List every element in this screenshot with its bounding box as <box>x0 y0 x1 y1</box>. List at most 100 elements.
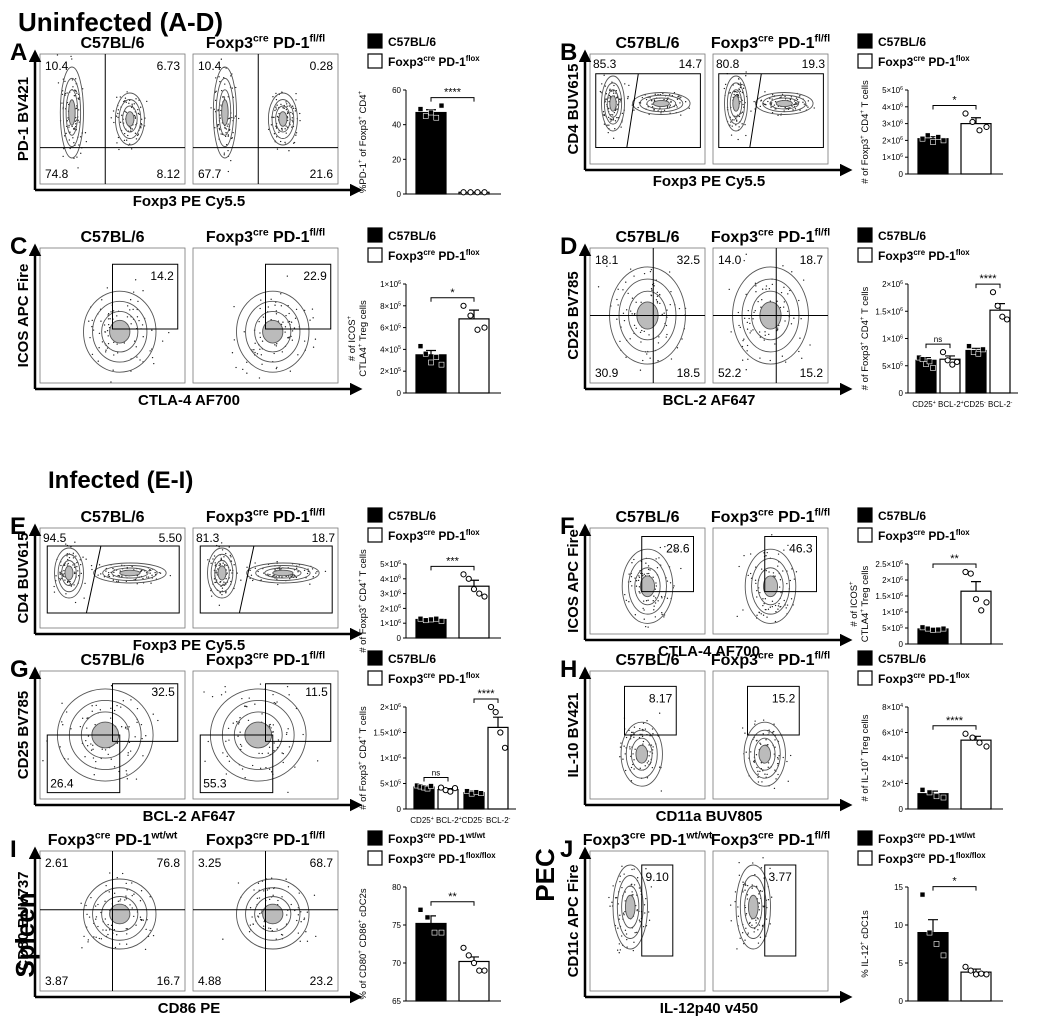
error-bar <box>971 581 981 592</box>
density-contour <box>616 875 644 939</box>
legend-swatch <box>367 830 383 846</box>
text-part: C57BL/6 <box>878 652 926 666</box>
text-part: 8×10 <box>882 703 901 712</box>
legend-swatch <box>857 830 873 846</box>
text-part: PD-1 <box>435 832 466 846</box>
text-part: Foxp3 <box>388 832 424 846</box>
superscript: 6 <box>398 619 401 625</box>
density-contour <box>275 105 291 133</box>
text-part: T cells <box>860 286 871 316</box>
density-contour <box>83 878 157 950</box>
data-point <box>969 118 976 126</box>
density-contour <box>236 290 310 373</box>
text-part: C57BL/6 <box>80 229 144 246</box>
data-point <box>924 132 931 139</box>
text-part: Foxp3 <box>878 55 914 69</box>
superscript: fl/fl <box>815 34 831 45</box>
density-contour <box>111 567 149 579</box>
plot-title: C57BL/6 <box>80 652 144 669</box>
superscript: wt/wt <box>685 831 713 842</box>
density-contour <box>255 565 311 581</box>
text-part: C57BL/6 <box>80 509 144 526</box>
plot-title: C57BL/6 <box>615 652 679 669</box>
x-axis-label: CD11a BUV805 <box>656 808 763 825</box>
data-point <box>451 784 459 792</box>
y-tick-label: 2×105 <box>380 367 401 376</box>
text-part: % IL-12 <box>860 945 871 978</box>
superscript: + <box>357 91 364 95</box>
error-bar <box>971 117 981 124</box>
data-point <box>949 361 956 368</box>
y-tick-label: 80 <box>392 883 401 892</box>
gate-percentage: 3.25 <box>198 856 222 870</box>
data-point <box>953 358 961 366</box>
text-part: cDC2s <box>358 888 369 919</box>
panel-letter: I <box>10 836 17 863</box>
data-point <box>447 788 454 795</box>
significance-bracket <box>932 886 977 891</box>
gate-percentage: 32.5 <box>151 685 175 699</box>
text-part: 4×10 <box>882 103 901 112</box>
density-contour <box>102 565 158 581</box>
y-axis-label: # of ICOS+ <box>346 315 358 361</box>
text-part: PD-1 <box>435 249 466 263</box>
text-part: PD-1 <box>435 55 466 69</box>
density-contour <box>254 896 292 932</box>
density-contour <box>753 737 776 771</box>
gate-percentage: 74.8 <box>45 167 69 181</box>
superscript: 6 <box>398 280 401 286</box>
plot-title: Foxp3cre PD-1fl/fl <box>206 34 325 52</box>
density-contour <box>57 553 81 593</box>
superscript: + <box>859 941 866 945</box>
superscript: 4 <box>900 703 903 709</box>
text-part: CD4 <box>358 95 369 117</box>
text-part: 2×10 <box>882 280 901 289</box>
y-tick-label: 1×106 <box>882 153 903 162</box>
panel-letter: B <box>560 39 577 66</box>
density-contour <box>245 300 301 363</box>
text-part: # of ICOS <box>849 585 860 627</box>
legend-swatch <box>857 650 873 666</box>
superscript: cre <box>423 528 435 537</box>
data-point <box>481 967 488 974</box>
section-header: Uninfected (A-D) <box>18 7 223 37</box>
text-part: 1.5×10 <box>875 307 900 316</box>
gate-percentage: 46.3 <box>789 541 813 555</box>
superscript: cre <box>913 528 925 537</box>
text-part: PD-1 <box>269 35 310 52</box>
density-contour <box>621 548 674 624</box>
text-part: 2×10 <box>882 576 901 585</box>
y-tick-label: 5×105 <box>882 624 903 633</box>
density-contour <box>64 565 74 581</box>
data-point <box>428 616 434 623</box>
text-part: Foxp3 <box>206 832 253 849</box>
legend-swatch <box>857 850 873 866</box>
y-axis-label: # of ICOS+ <box>848 581 860 627</box>
superscript: 6 <box>398 560 401 566</box>
data-point <box>465 952 472 959</box>
significance-bracket <box>932 563 977 568</box>
data-point <box>481 189 488 196</box>
superscript: fl/fl <box>815 831 831 842</box>
legend-swatch <box>367 247 383 263</box>
text-part: C57BL/6 <box>615 229 679 246</box>
x-axis-label: BCL-2 AF647 <box>143 808 236 825</box>
y-axis-label: IL-10 BV421 <box>565 692 582 777</box>
superscript: + <box>459 816 462 822</box>
data-point <box>919 356 926 363</box>
legend-swatch <box>857 527 873 543</box>
data-point <box>944 357 951 364</box>
y-tick-label: 8×104 <box>882 703 903 712</box>
y-axis-label: # of Foxp3+ CD4+ T cells <box>859 80 871 184</box>
gate-percentage: 22.9 <box>303 269 327 283</box>
density-contour <box>775 99 793 108</box>
data-point <box>422 113 429 119</box>
gate <box>641 535 694 593</box>
superscript: flox <box>956 671 971 680</box>
density-contour <box>271 99 295 139</box>
x-axis-label: Foxp3 PE Cy5.5 <box>653 173 766 190</box>
gate <box>590 248 705 383</box>
text-part: Foxp3 <box>878 249 914 263</box>
gate-percentage: 85.3 <box>593 57 617 71</box>
data-point <box>969 734 976 741</box>
